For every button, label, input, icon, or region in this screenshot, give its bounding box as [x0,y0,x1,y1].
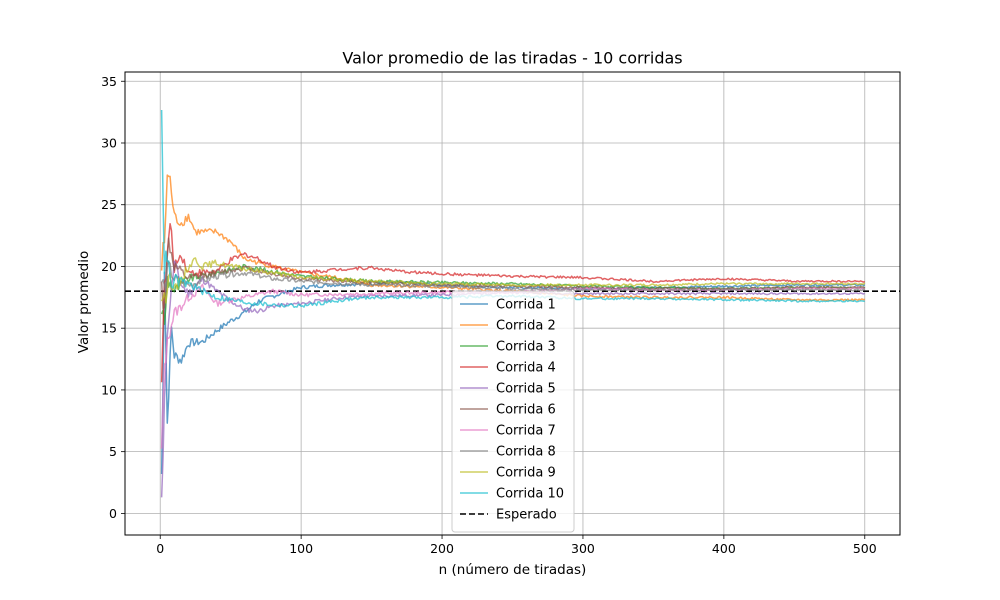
legend: Corrida 1 Corrida 2 Corrida 3 Corrida 4 Corr… [451,290,575,533]
legend-label: Corrida 1 [496,298,556,313]
y-tick-label: 35 [101,74,117,89]
legend-label: Corrida 6 [496,403,556,418]
x-axis-ticks: 0 100 200 300 400 500 [156,535,877,556]
legend-label: Corrida 8 [496,445,556,460]
series-line-corrida-9 [160,257,866,304]
x-tick-label: 200 [430,541,454,556]
y-tick-label: 25 [101,197,117,212]
legend-label: Corrida 3 [496,340,556,355]
y-axis-title: Valor promedio [76,251,92,353]
legend-label: Esperado [496,508,557,523]
y-tick-label: 20 [101,259,117,274]
legend-label: Corrida 9 [496,466,556,481]
y-tick-label: 10 [101,382,117,397]
y-axis-ticks: 0 5 10 15 20 25 30 35 [101,74,125,521]
legend-label: Corrida 5 [496,382,556,397]
series-layer [160,110,866,498]
legend-label: Corrida 4 [496,361,556,376]
x-tick-label: 500 [853,541,877,556]
plot-frame [124,71,901,536]
y-tick-label: 15 [101,321,117,336]
x-tick-label: 400 [712,541,736,556]
x-axis-title: n (número de tiradas) [439,562,587,578]
x-tick-label: 100 [289,541,313,556]
legend-label: Corrida 10 [496,487,564,502]
legend-label: Corrida 7 [496,424,556,439]
y-tick-label: 5 [109,444,117,459]
y-tick-label: 0 [109,506,117,521]
y-tick-label: 30 [101,135,117,150]
x-tick-label: 0 [156,541,164,556]
series-line-corrida-1 [160,271,865,474]
chart-title: Valor promedio de las tiradas - 10 corri… [342,49,682,68]
legend-label: Corrida 2 [496,319,556,334]
series-line-corrida-8 [160,261,866,293]
x-tick-label: 300 [571,541,595,556]
series-line-corrida-4 [160,223,866,383]
